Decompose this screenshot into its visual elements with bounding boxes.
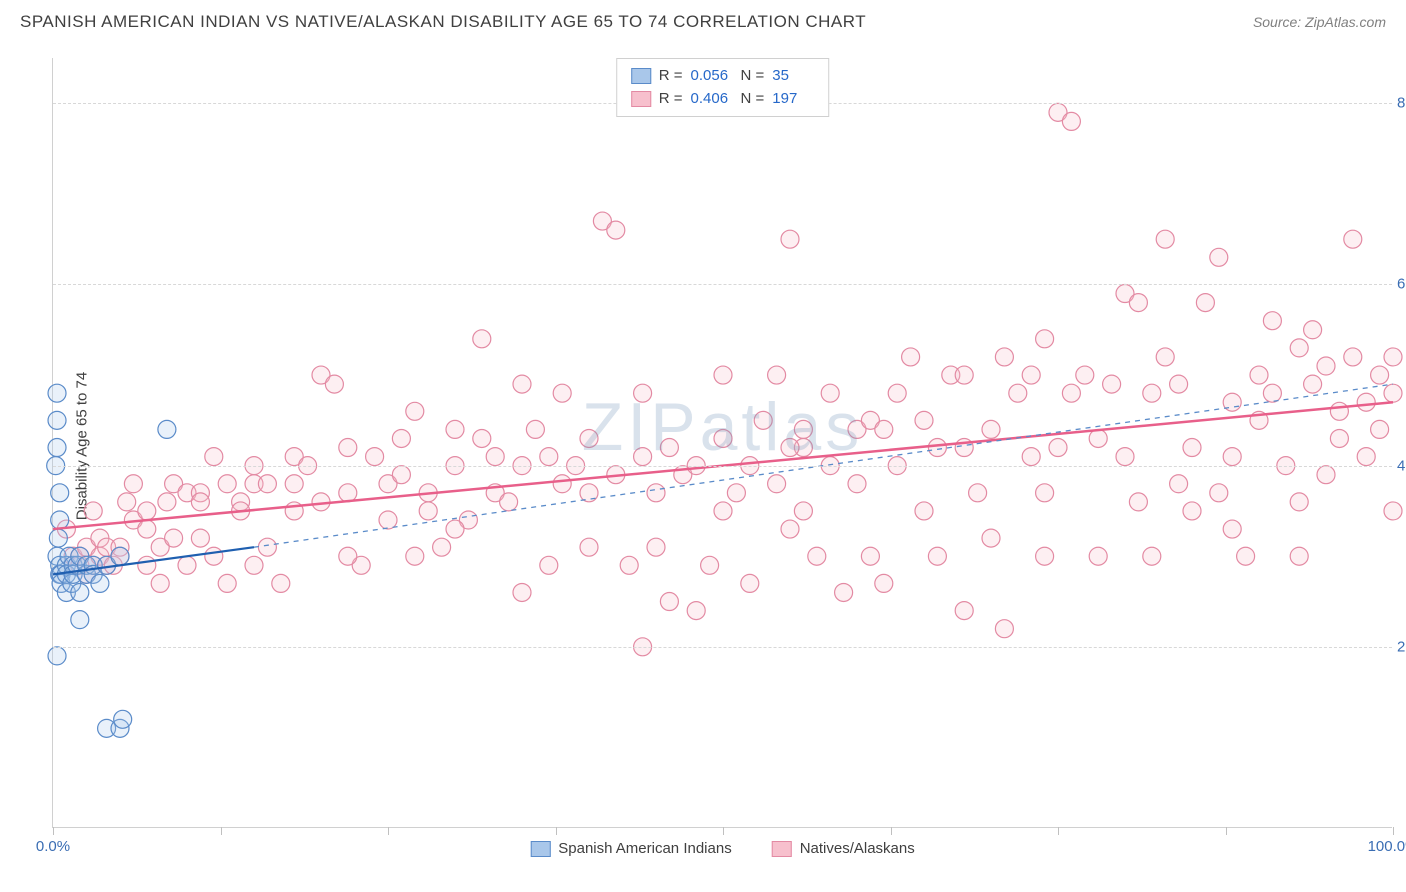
swatch-natives-icon: [772, 841, 792, 857]
gridline: [53, 284, 1392, 285]
x-tick: [1226, 827, 1227, 835]
gridline: [53, 466, 1392, 467]
series-legend: Spanish American Indians Natives/Alaskan…: [530, 840, 915, 857]
swatch-natives: [631, 91, 651, 107]
x-tick-label: 100.0%: [1368, 838, 1406, 855]
chart-plot-area: R = 0.056 N = 35 R = 0.406 N = 197 ZIPat…: [52, 58, 1392, 828]
stats-legend: R = 0.056 N = 35 R = 0.406 N = 197: [616, 58, 830, 117]
chart-header: SPANISH AMERICAN INDIAN VS NATIVE/ALASKA…: [0, 0, 1406, 40]
y-tick-label: 40.0%: [1397, 457, 1406, 474]
gridline: [53, 647, 1392, 648]
y-tick-label: 80.0%: [1397, 95, 1406, 112]
source-citation: Source: ZipAtlas.com: [1253, 14, 1386, 30]
x-tick: [221, 827, 222, 835]
x-tick: [1393, 827, 1394, 835]
x-tick: [1058, 827, 1059, 835]
x-tick: [723, 827, 724, 835]
scatter-svg: [53, 58, 1392, 827]
legend-item-natives: Natives/Alaskans: [772, 840, 915, 857]
y-tick-label: 60.0%: [1397, 276, 1406, 293]
x-tick: [388, 827, 389, 835]
x-tick: [53, 827, 54, 835]
x-tick: [891, 827, 892, 835]
x-tick: [556, 827, 557, 835]
legend-item-spanish: Spanish American Indians: [530, 840, 731, 857]
stats-row-spanish: R = 0.056 N = 35: [631, 65, 815, 88]
legend-label-spanish: Spanish American Indians: [558, 840, 731, 857]
legend-label-natives: Natives/Alaskans: [800, 840, 915, 857]
swatch-spanish-icon: [530, 841, 550, 857]
x-tick-label: 0.0%: [36, 838, 70, 855]
y-tick-label: 20.0%: [1397, 638, 1406, 655]
swatch-spanish: [631, 68, 651, 84]
chart-title: SPANISH AMERICAN INDIAN VS NATIVE/ALASKA…: [20, 12, 866, 32]
stats-row-natives: R = 0.406 N = 197: [631, 88, 815, 111]
